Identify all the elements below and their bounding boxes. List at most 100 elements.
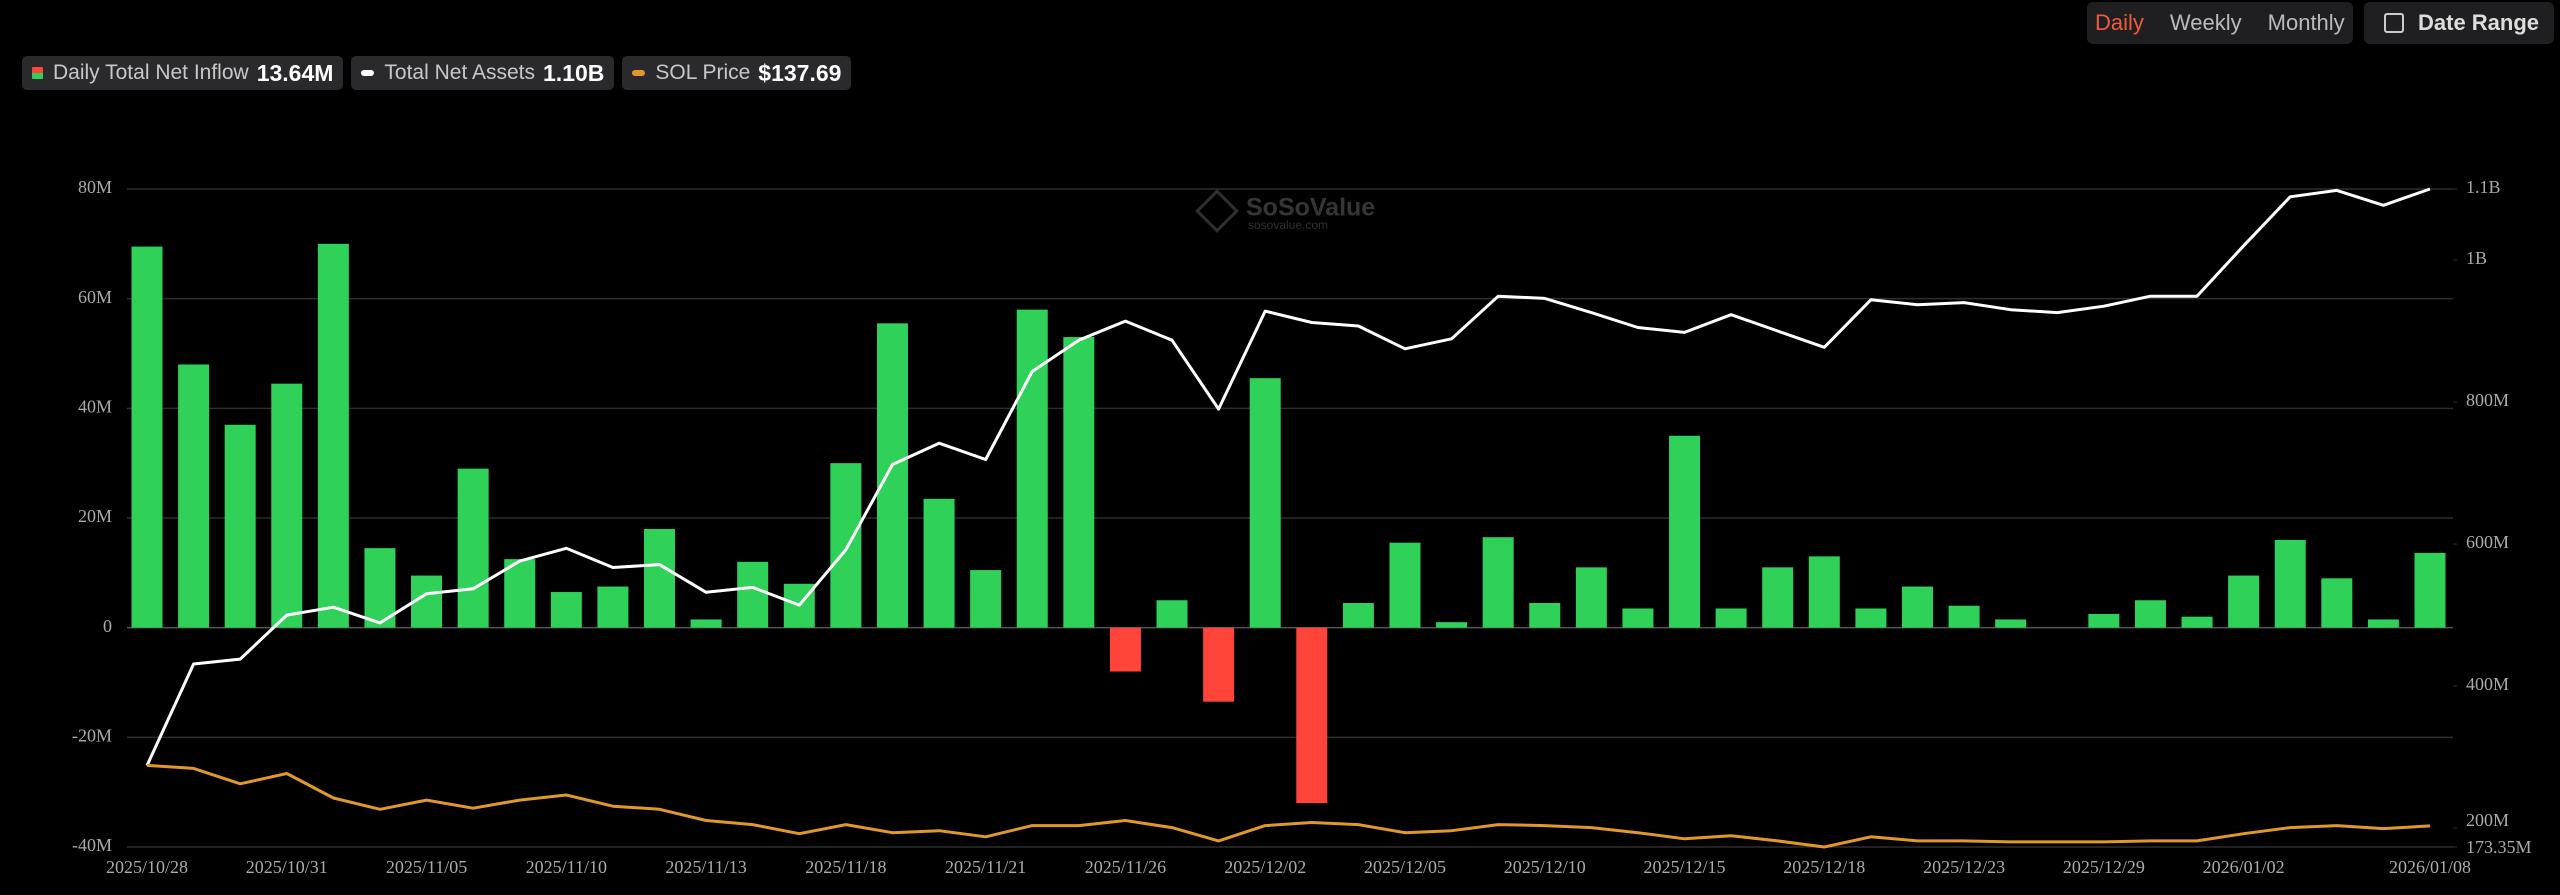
bar [876, 323, 908, 628]
y2-tick-label: 173.35M [2466, 837, 2532, 857]
x-tick-label: 2025/10/31 [246, 857, 328, 877]
x-tick-label: 2025/12/02 [1224, 857, 1306, 877]
bar [2088, 613, 2120, 628]
legend-label: Total Net Assets [384, 61, 535, 84]
y-tick-label: 80M [78, 177, 112, 197]
bar [2367, 619, 2399, 628]
line [145, 187, 2431, 767]
bar [2274, 539, 2306, 628]
date-range-button[interactable]: Date Range [2364, 2, 2554, 44]
x-tick-label: 2025/12/10 [1504, 857, 1586, 877]
y2-tick-label: 1B [2466, 248, 2487, 268]
bar [2181, 616, 2213, 628]
legend-value: $137.69 [758, 59, 842, 86]
bar [504, 559, 536, 628]
y-tick-label: 0 [103, 616, 112, 636]
bar [1762, 567, 1794, 628]
x-tick-label: 2026/01/08 [2389, 857, 2471, 877]
bar [131, 246, 163, 628]
bar [1203, 627, 1235, 702]
bar [1016, 309, 1048, 628]
bar [644, 528, 676, 628]
y2-tick-label: 1.1B [2466, 177, 2501, 197]
x-tick-label: 2025/11/18 [805, 857, 886, 877]
watermark-logo [1195, 189, 1239, 233]
x-tick-label: 2025/12/23 [1923, 857, 2005, 877]
line [146, 763, 2431, 849]
bar [2134, 600, 2166, 628]
bar [1669, 435, 1701, 628]
bar [1622, 608, 1654, 628]
x-tick-label: 2025/12/15 [1644, 857, 1726, 877]
bar [271, 383, 303, 628]
legend-swatch [32, 67, 43, 79]
x-tick-label: 2025/10/28 [106, 857, 188, 877]
x-tick-label: 2025/11/05 [386, 857, 467, 877]
period-button[interactable]: Weekly [2169, 10, 2242, 35]
bar [2414, 552, 2446, 628]
watermark: SoSoValue sosovalue.com [1195, 189, 1375, 233]
bar [2228, 575, 2260, 628]
legend-item: SOL Price $137.69 [622, 56, 852, 90]
bar [1482, 537, 1514, 628]
period-switch: Daily Weekly Monthly [2087, 2, 2353, 44]
bar [1249, 378, 1281, 628]
x-tick-label: 2025/12/18 [1783, 857, 1865, 877]
bar [970, 570, 1002, 628]
bar [1436, 622, 1468, 628]
bar [224, 424, 256, 628]
bar [1995, 619, 2027, 628]
y2-tick-label: 400M [2466, 674, 2509, 694]
y-tick-label: 40M [78, 396, 112, 416]
x-tick-label: 2026/01/02 [2203, 857, 2285, 877]
bar [1109, 627, 1141, 672]
bar [1063, 337, 1095, 628]
legend-label: Daily Total Net Inflow [53, 61, 249, 84]
x-tick-label: 2025/11/10 [526, 857, 607, 877]
x-tick-label: 2025/11/13 [665, 857, 746, 877]
bar [178, 364, 210, 628]
y2-tick-label: 600M [2466, 532, 2509, 552]
y-tick-label: -40M [72, 835, 112, 855]
legend: Daily Total Net Inflow 13.64M Total Net As… [22, 56, 852, 90]
watermark-site: sosovalue.com [1248, 218, 1328, 232]
bar [1342, 602, 1374, 628]
bar [550, 592, 582, 628]
y-tick-label: -20M [72, 725, 112, 745]
legend-value: 13.64M [256, 59, 334, 86]
bar [830, 463, 862, 628]
watermark-brand: SoSoValue [1246, 194, 1375, 222]
bar [2321, 578, 2353, 628]
bar [364, 548, 396, 628]
bar [1389, 542, 1421, 628]
legend-swatch [632, 70, 646, 76]
legend-label: SOL Price [655, 61, 751, 84]
date-range-label: Date Range [2418, 10, 2540, 35]
bar [1575, 567, 1607, 628]
bar [1529, 602, 1561, 628]
bar [1948, 605, 1980, 628]
y-tick-label: 20M [78, 506, 112, 526]
bar [1855, 608, 1887, 628]
bar [690, 619, 722, 628]
y2-tick-label: 800M [2466, 390, 2509, 410]
legend-item: Total Net Assets 1.10B [351, 56, 615, 90]
legend-value: 1.10B [543, 59, 605, 86]
bar [597, 586, 629, 628]
bar [737, 561, 769, 628]
legend-swatch [361, 70, 375, 76]
bar [1156, 600, 1188, 628]
x-tick-label: 2025/12/29 [2063, 857, 2145, 877]
bar [1296, 627, 1328, 804]
bar [1808, 556, 1840, 628]
bar [317, 243, 349, 628]
period-button[interactable]: Daily [2095, 10, 2144, 35]
bar [923, 498, 955, 628]
bar [457, 468, 489, 628]
bar [1901, 586, 1933, 628]
x-tick-label: 2025/11/21 [945, 857, 1026, 877]
period-button[interactable]: Monthly [2267, 10, 2345, 35]
y2-tick-label: 200M [2466, 810, 2509, 830]
